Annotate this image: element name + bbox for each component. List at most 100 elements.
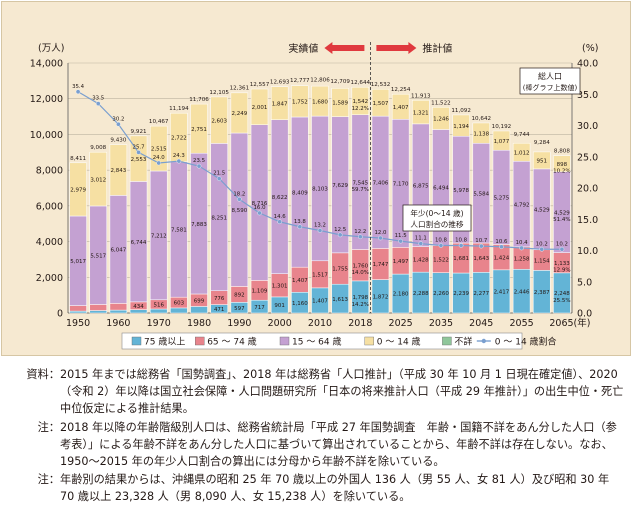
ratio-point — [116, 121, 121, 127]
data-label-age15_64: 4,792 — [514, 202, 530, 208]
data-label-over75: 1,872 — [373, 294, 389, 300]
data-label-age0_14: 2,603 — [211, 118, 227, 124]
bar-total-label: 12,254 — [391, 87, 411, 93]
ratio-label: 10.7 — [475, 238, 487, 244]
bar-total-label: 12,644 — [351, 80, 371, 86]
ratio-label: 18.2 — [233, 191, 245, 197]
actual-arrow-icon — [324, 42, 365, 54]
bar-segment-age0_14 — [150, 125, 168, 172]
pct-label-age65_74: 12.9% — [553, 268, 570, 274]
ratio-label: 30.2 — [112, 116, 124, 122]
data-label-age0_14: 1,752 — [292, 100, 308, 106]
data-label-age15_64: 7,883 — [191, 222, 207, 228]
bar-segment-age0_14 — [109, 144, 128, 196]
data-label-age65_74: 1,643 — [473, 256, 489, 262]
x-tick-label: 2010 — [308, 318, 332, 329]
note-text: 2015 年までは総務省「国勢調査」、2018 年は総務省「人口推計」（平成 3… — [60, 368, 624, 416]
ratio-point — [176, 158, 182, 164]
data-label-age65_74: 1,133 — [554, 261, 570, 267]
bar-total-label: 12,361 — [230, 85, 250, 91]
pct-label-age15_64: 51.4% — [553, 217, 570, 223]
data-label-age15_64: 7,406 — [373, 180, 389, 186]
ratio-point — [519, 245, 524, 251]
legend-label: 0 ～ 14 歳割合 — [495, 336, 557, 348]
ratio-label: 11.5 — [395, 233, 407, 239]
data-label-over75: 2,248 — [554, 291, 570, 297]
bar-total-label: 9,008 — [90, 145, 106, 151]
bar-segment-age0_14 — [452, 114, 470, 137]
y-left-tick-label: 4,000 — [36, 237, 63, 248]
x-tick-label: 2035 — [429, 318, 453, 329]
bar-segment-over75 — [170, 307, 188, 314]
ratio-point — [317, 228, 323, 233]
data-label-age0_14: 1,589 — [332, 101, 348, 107]
bar-segment-over75 — [109, 309, 128, 314]
ratio-point — [337, 232, 343, 238]
y-right-tick-label: 15.0 — [577, 215, 598, 226]
data-label-age0_14: 2,515 — [151, 147, 167, 153]
projected-label: 推計値 — [422, 42, 452, 55]
pct-label-over75: 14.2% — [352, 302, 369, 308]
bar-total-label: 8,411 — [70, 156, 86, 162]
ratio-callout-text: 年少(0～14 歳) — [410, 208, 463, 218]
data-label-age0_14: 1,407 — [393, 105, 409, 111]
bar-segment-age0_14 — [432, 107, 450, 130]
y-right-tick-label: 25.0 — [577, 152, 598, 163]
y-right-tick-label: 20.0 — [577, 184, 598, 195]
data-label-age15_64: 7,212 — [151, 234, 167, 240]
bar-segment-age0_14 — [492, 130, 511, 151]
ratio-point — [95, 101, 101, 106]
x-tick-label: 1980 — [187, 318, 211, 329]
data-label-over75: 2,260 — [433, 291, 449, 297]
data-label-age65_74: 699 — [194, 298, 205, 304]
ratio-label: 11.1 — [415, 236, 427, 242]
bar-segment-age65_74 — [89, 304, 107, 311]
ratio-point — [358, 234, 363, 240]
ratio-label: 16.0 — [254, 205, 267, 211]
x-tick-label: 2000 — [268, 318, 292, 329]
data-label-age0_14: 2,979 — [70, 188, 86, 194]
bar-total-label: 12,105 — [209, 90, 229, 96]
data-label-age0_14: 1,507 — [373, 101, 389, 107]
bar-segment-age0_14 — [270, 86, 289, 120]
data-label-over75: 2,446 — [514, 289, 530, 295]
data-label-age15_64: 7,581 — [171, 228, 187, 234]
bar-segment-age0_14 — [250, 88, 269, 126]
bar-segment-age0_14 — [553, 155, 571, 172]
bar-total-label: 12,806 — [310, 77, 330, 83]
data-label-over75: 717 — [254, 305, 265, 311]
actual-label: 実績値 — [288, 42, 318, 55]
data-label-age65_74: 1,258 — [514, 256, 530, 262]
bar-total-label: 9,430 — [110, 138, 126, 144]
bar-total-label: 10,467 — [149, 119, 169, 125]
x-tick-label: 1950 — [66, 318, 90, 329]
y-right-tick-label: 30.0 — [577, 121, 598, 132]
data-label-age0_14: 1,321 — [413, 110, 429, 116]
data-label-age15_64: 8,590 — [231, 208, 247, 214]
data-label-age65_74: 1,755 — [332, 267, 348, 273]
data-label-over75: 2,277 — [473, 291, 489, 297]
y-left-unit: (万人) — [38, 43, 64, 54]
bar-total-label: 11,194 — [169, 106, 189, 112]
data-label-age65_74: 1,301 — [272, 283, 288, 289]
chart-panel: 0 2,000 4,000 6,000 8,000 10,000 12,000 14,000 0… — [1, 1, 631, 356]
bar-total-label: 12,532 — [371, 82, 391, 88]
y-left-tick-label: 0 — [57, 309, 63, 320]
data-label-age15_64: 4,529 — [554, 210, 570, 216]
x-tick-label: 2065(年) — [549, 317, 590, 329]
note-label: 資料： — [26, 368, 60, 381]
ratio-point — [418, 241, 424, 246]
note-label: 注： — [37, 473, 60, 487]
data-label-age15_64: 6,875 — [413, 183, 429, 189]
data-label-over75: 1,160 — [292, 301, 308, 307]
bar-segment-over75 — [89, 310, 107, 314]
y-right-unit: (%) — [582, 43, 598, 54]
ratio-label: 12.2 — [354, 229, 366, 235]
total-callout-text: (棒グラフ上数値) — [523, 83, 578, 92]
data-label-age0_14: 951 — [537, 159, 548, 165]
data-label-age15_64: 8,716 — [252, 201, 268, 207]
ratio-label: 10.8 — [455, 238, 468, 244]
y-right-tick-label: 35.0 — [577, 90, 598, 101]
ratio-point — [156, 160, 162, 166]
data-label-age0_14: 2,553 — [131, 157, 147, 163]
